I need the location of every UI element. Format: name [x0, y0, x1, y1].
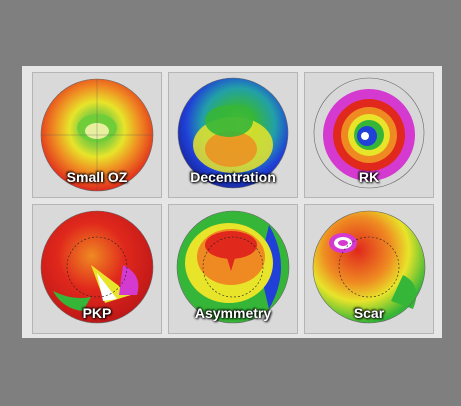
panel-decentration: Decentration	[168, 72, 298, 198]
panel-asymmetry: Asymmetry	[168, 204, 298, 334]
scar-map	[312, 210, 426, 324]
rk-map	[313, 77, 425, 189]
panel-small-oz: Small OZ	[32, 72, 162, 198]
panel-rk: RK	[304, 72, 434, 198]
panel-label: RK	[358, 169, 380, 185]
asymmetry-map	[176, 210, 290, 324]
panel-label: Scar	[353, 305, 385, 321]
small-oz-map	[40, 78, 154, 192]
topography-map-grid: Small OZ Decentration	[22, 66, 442, 338]
panel-label: Small OZ	[66, 169, 128, 185]
panel-label: PKP	[82, 305, 112, 321]
pkp-map	[40, 210, 154, 324]
panel-label: Asymmetry	[194, 305, 272, 321]
panel-scar: Scar	[304, 204, 434, 334]
decentration-map	[177, 77, 289, 189]
panel-pkp: PKP	[32, 204, 162, 334]
panel-label: Decentration	[190, 169, 276, 185]
